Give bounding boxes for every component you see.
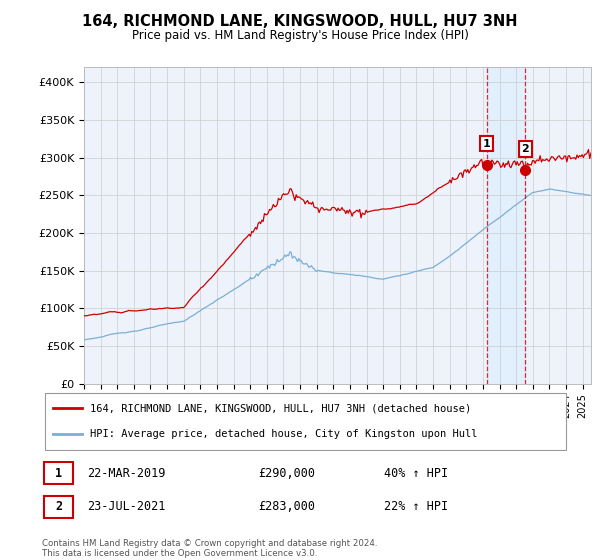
Text: 23-JUL-2021: 23-JUL-2021 <box>87 500 166 514</box>
Text: 1: 1 <box>55 466 62 480</box>
Text: 164, RICHMOND LANE, KINGSWOOD, HULL, HU7 3NH: 164, RICHMOND LANE, KINGSWOOD, HULL, HU7… <box>82 14 518 29</box>
Text: £290,000: £290,000 <box>258 466 315 480</box>
FancyBboxPatch shape <box>44 393 566 450</box>
Text: 2: 2 <box>55 500 62 514</box>
Bar <box>487 67 526 384</box>
Text: 22% ↑ HPI: 22% ↑ HPI <box>384 500 448 514</box>
Text: £283,000: £283,000 <box>258 500 315 514</box>
Text: 40% ↑ HPI: 40% ↑ HPI <box>384 466 448 480</box>
Text: 22-MAR-2019: 22-MAR-2019 <box>87 466 166 480</box>
FancyBboxPatch shape <box>44 496 73 518</box>
Text: 1: 1 <box>483 138 490 148</box>
Text: 164, RICHMOND LANE, KINGSWOOD, HULL, HU7 3NH (detached house): 164, RICHMOND LANE, KINGSWOOD, HULL, HU7… <box>89 403 471 413</box>
Text: Price paid vs. HM Land Registry's House Price Index (HPI): Price paid vs. HM Land Registry's House … <box>131 29 469 42</box>
Text: HPI: Average price, detached house, City of Kingston upon Hull: HPI: Average price, detached house, City… <box>89 430 477 440</box>
Text: Contains HM Land Registry data © Crown copyright and database right 2024.
This d: Contains HM Land Registry data © Crown c… <box>42 539 377 558</box>
FancyBboxPatch shape <box>44 462 73 484</box>
Text: 2: 2 <box>521 144 529 154</box>
